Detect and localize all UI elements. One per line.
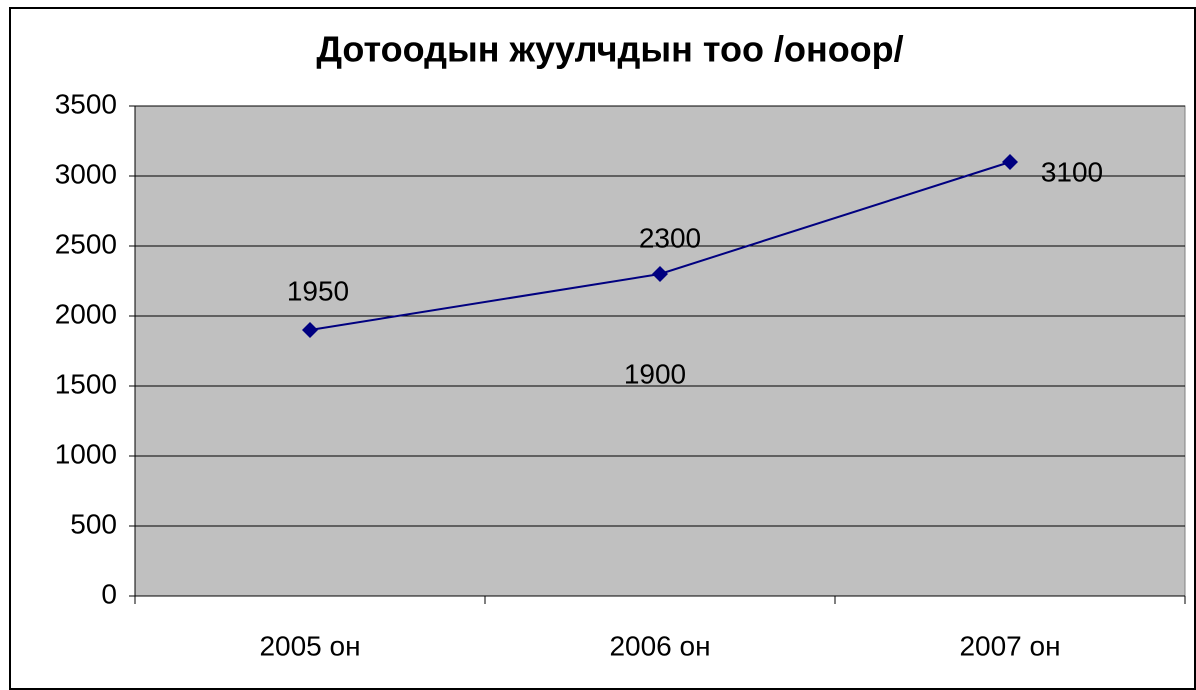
- y-tick-label: 500: [70, 508, 117, 539]
- annotation: 3100: [1041, 156, 1103, 187]
- y-tick-label: 2500: [55, 228, 117, 259]
- x-tick-label: 2007 он: [959, 630, 1060, 661]
- marker: [1002, 154, 1018, 170]
- x-tick-label: 2005 он: [259, 630, 360, 661]
- y-tick-label: 2000: [55, 298, 117, 329]
- plot-area: [134, 105, 1186, 597]
- y-tick-label: 1000: [55, 438, 117, 469]
- x-tick-label: 2006 он: [609, 630, 710, 661]
- y-tick-label: 3500: [55, 88, 117, 119]
- chart-title: Дотоодын жуулчдын тоо /оноор/: [316, 29, 903, 70]
- y-tick-label: 1500: [55, 368, 117, 399]
- annotation: 1900: [624, 358, 686, 389]
- marker: [302, 322, 318, 338]
- marker: [652, 266, 668, 282]
- y-tick-label: 0: [101, 578, 117, 609]
- y-tick-label: 3000: [55, 158, 117, 189]
- annotation: 1950: [287, 275, 349, 306]
- annotation: 2300: [639, 222, 701, 253]
